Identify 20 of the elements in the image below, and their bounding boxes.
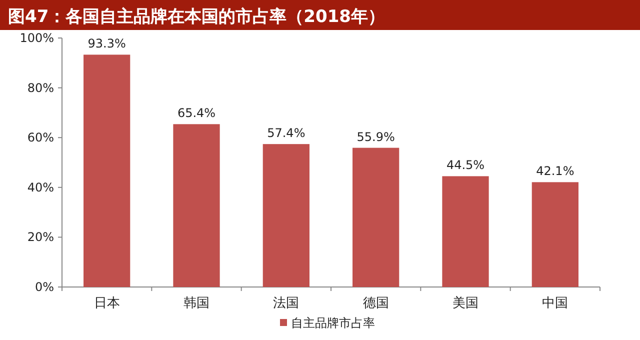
data-label: 44.5%: [446, 158, 485, 172]
y-tick-label: 60%: [27, 130, 54, 145]
x-tick-label: 韩国: [184, 296, 210, 311]
y-tick-label: 20%: [27, 230, 54, 244]
chart-title: 图47：各国自主品牌在本国的市占率（2018年）: [8, 7, 385, 27]
data-label: 55.9%: [356, 130, 395, 144]
x-tick-label: 法国: [273, 296, 300, 311]
data-label: 93.3%: [88, 36, 126, 51]
y-tick-label: 100%: [20, 31, 54, 45]
y-tick-label: 80%: [27, 80, 54, 95]
data-label: 42.1%: [536, 164, 574, 178]
x-tick-label: 美国: [452, 295, 478, 311]
y-tick-label: 40%: [27, 180, 54, 194]
y-tick-label: 0%: [34, 280, 54, 294]
x-tick-label: 德国: [362, 296, 389, 311]
legend-label: 自主品牌市占率: [291, 316, 375, 330]
data-label: 57.4%: [267, 126, 306, 140]
x-tick-label: 日本: [94, 296, 120, 311]
x-tick-label: 中国: [542, 296, 568, 311]
data-label: 65.4%: [177, 106, 216, 120]
